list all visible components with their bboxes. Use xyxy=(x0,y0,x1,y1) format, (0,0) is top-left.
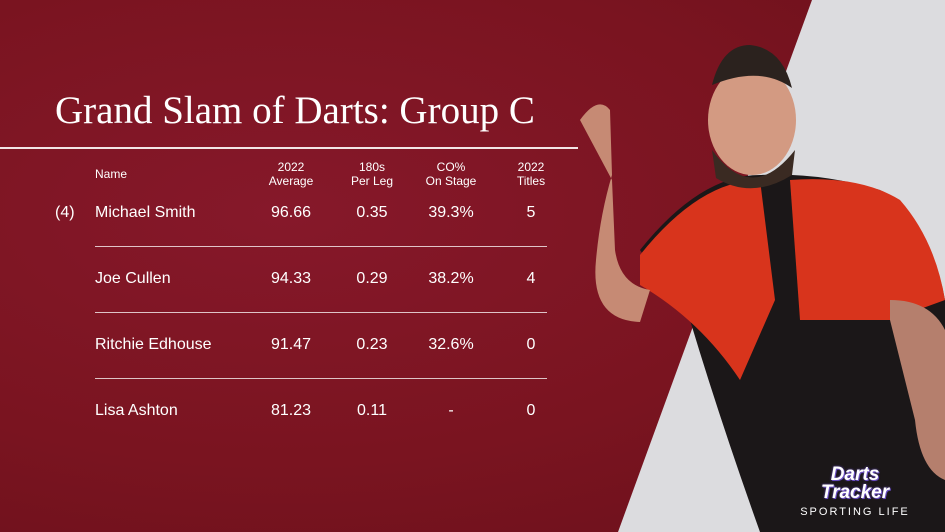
cell-checkout: 39.3% xyxy=(428,204,474,221)
row-divider xyxy=(95,378,547,379)
cell-titles: 5 xyxy=(526,204,536,221)
cell-titles: 4 xyxy=(526,270,536,287)
cell-checkout: 32.6% xyxy=(428,336,474,353)
cell-name: Joe Cullen xyxy=(95,270,171,287)
cell-per-leg: 0.29 xyxy=(356,270,388,287)
cell-seed: (4) xyxy=(55,204,75,221)
cell-per-leg: 0.11 xyxy=(357,402,387,419)
header-name: Name xyxy=(95,167,128,181)
shirt-red-right xyxy=(790,179,945,320)
cell-checkout: - xyxy=(448,402,454,419)
cell-name: Ritchie Edhouse xyxy=(95,336,212,353)
cell-name: Michael Smith xyxy=(95,204,196,221)
player-arm xyxy=(580,104,650,322)
header-average: 2022 Average xyxy=(268,160,314,188)
title-underline xyxy=(0,147,578,149)
player-beard xyxy=(712,150,795,189)
player-right-arm xyxy=(890,300,945,480)
header-checkout: CO% On Stage xyxy=(425,160,477,188)
player-head xyxy=(708,65,796,175)
cell-average: 96.66 xyxy=(270,204,312,221)
cell-name: Lisa Ashton xyxy=(95,402,178,419)
darts-tracker-logo: Darts Tracker SPORTING LIFE xyxy=(800,464,910,518)
cell-checkout: 38.2% xyxy=(428,270,474,287)
page-title: Grand Slam of Darts: Group C xyxy=(55,89,535,132)
cell-average: 81.23 xyxy=(270,402,312,419)
player-hair xyxy=(712,45,792,88)
header-titles: 2022 Titles xyxy=(516,160,546,188)
cell-per-leg: 0.35 xyxy=(356,204,388,221)
row-divider xyxy=(95,246,547,247)
cell-per-leg: 0.23 xyxy=(356,336,388,353)
cell-average: 91.47 xyxy=(270,336,312,353)
header-per-leg: 180s Per Leg xyxy=(350,160,394,188)
cell-average: 94.33 xyxy=(270,270,312,287)
shirt-red-left xyxy=(640,180,775,380)
cell-titles: 0 xyxy=(526,402,536,419)
row-divider xyxy=(95,312,547,313)
cell-titles: 0 xyxy=(526,336,536,353)
